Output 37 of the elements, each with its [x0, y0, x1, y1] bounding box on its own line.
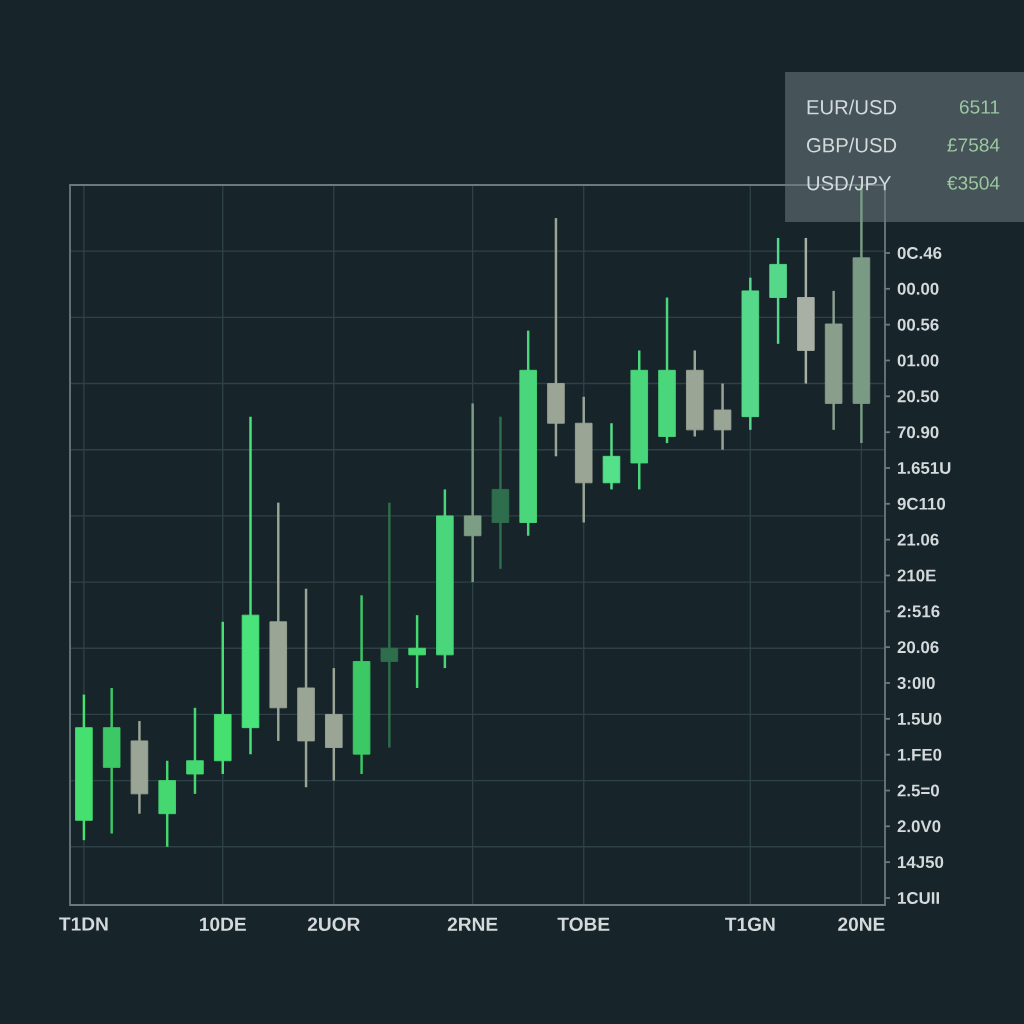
candlestick: [463, 402, 482, 584]
text: 14J50: [898, 856, 944, 869]
text: 1.651U: [898, 461, 951, 474]
candlestick: [186, 706, 204, 796]
text: 0C.46: [897, 247, 942, 259]
text: €3504: [947, 176, 1000, 190]
text: 6511: [959, 100, 1000, 114]
text: 20.50: [897, 390, 939, 403]
text: 9C110: [897, 497, 946, 510]
text: EUR/USD: [807, 99, 897, 115]
text: 00.00: [897, 282, 939, 295]
x-tick-label: T1DN: [59, 917, 108, 931]
candlestick: [408, 613, 426, 690]
text: 210E: [897, 569, 936, 582]
text: 20.06: [897, 641, 939, 654]
annotation: USD/JPY: [807, 175, 892, 191]
candlestick: [380, 501, 399, 749]
x-tick-label: TOBE: [557, 917, 610, 931]
text: 1CUII: [898, 892, 939, 904]
text: 01.00: [897, 354, 939, 367]
text: 70.90: [897, 426, 939, 439]
x-tick-label: 2RNE: [447, 917, 498, 931]
text: 1.FE0: [898, 748, 942, 761]
x-tick-label: 10DE: [200, 917, 246, 931]
text: GBP/USD: [807, 137, 897, 153]
text: 2.5=0: [897, 784, 939, 797]
x-tick-label: T1GN: [725, 917, 775, 931]
text: 2:516: [897, 605, 940, 618]
candlestick: [713, 382, 732, 451]
x-tick-label: 20NE: [838, 917, 885, 931]
text: £7584: [947, 138, 1000, 152]
text: 21.06: [897, 533, 939, 546]
text: 00.56: [897, 318, 939, 331]
text: 1.5U0: [898, 712, 942, 725]
text: 2.0V0: [897, 820, 941, 833]
x-tick-label: 2UOR: [307, 917, 360, 931]
text: 3:0I0: [897, 677, 935, 689]
